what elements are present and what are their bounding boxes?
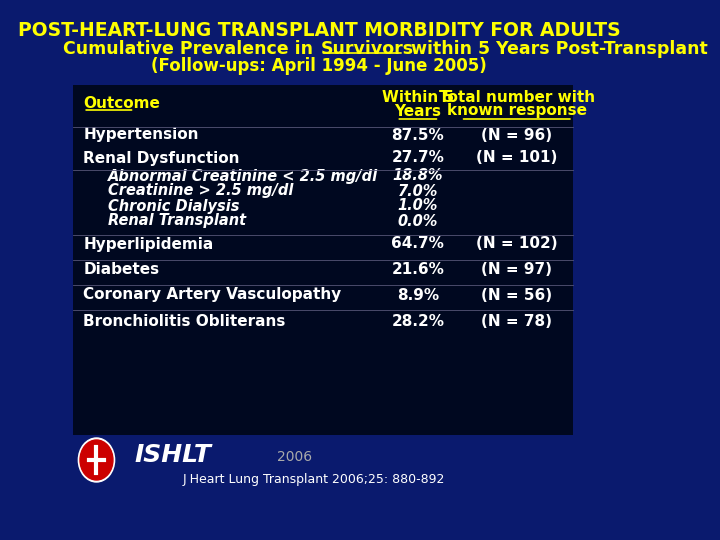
Text: Years: Years	[395, 104, 441, 118]
Text: (N = 78): (N = 78)	[481, 314, 552, 329]
Text: Hyperlipidemia: Hyperlipidemia	[84, 237, 214, 252]
Text: 21.6%: 21.6%	[392, 262, 444, 278]
Circle shape	[80, 440, 113, 480]
Text: POST-HEART-LUNG TRANSPLANT MORBIDITY FOR ADULTS: POST-HEART-LUNG TRANSPLANT MORBIDITY FOR…	[18, 21, 621, 39]
Text: (N = 97): (N = 97)	[481, 262, 552, 278]
Text: Survivors: Survivors	[320, 40, 414, 58]
Text: within 5 Years Post-Transplant: within 5 Years Post-Transplant	[405, 40, 708, 58]
Text: 27.7%: 27.7%	[392, 151, 444, 165]
Text: (N = 101): (N = 101)	[476, 151, 557, 165]
Text: 18.8%: 18.8%	[392, 168, 443, 184]
Text: (N = 102): (N = 102)	[476, 237, 557, 252]
Text: Renal Dysfunction: Renal Dysfunction	[84, 151, 240, 165]
Text: Bronchiolitis Obliterans: Bronchiolitis Obliterans	[84, 314, 286, 329]
Text: J Heart Lung Transplant 2006;25: 880-892: J Heart Lung Transplant 2006;25: 880-892	[183, 472, 446, 485]
Text: 0.0%: 0.0%	[397, 213, 438, 228]
Text: 8.9%: 8.9%	[397, 287, 439, 302]
Text: ISHLT: ISHLT	[135, 443, 211, 467]
FancyBboxPatch shape	[73, 85, 573, 435]
Text: Coronary Artery Vasculopathy: Coronary Artery Vasculopathy	[84, 287, 341, 302]
Text: Within 5: Within 5	[382, 90, 454, 105]
Text: (N = 96): (N = 96)	[481, 127, 552, 143]
Text: Renal Transplant: Renal Transplant	[108, 213, 246, 228]
Text: (Follow-ups: April 1994 - June 2005): (Follow-ups: April 1994 - June 2005)	[151, 57, 487, 75]
Text: 2006: 2006	[276, 450, 312, 464]
Text: Chronic Dialysis: Chronic Dialysis	[108, 199, 240, 213]
Text: 1.0%: 1.0%	[397, 199, 438, 213]
Text: Abnormal Creatinine < 2.5 mg/dl: Abnormal Creatinine < 2.5 mg/dl	[108, 168, 378, 184]
Text: 87.5%: 87.5%	[392, 127, 444, 143]
Circle shape	[78, 438, 114, 482]
Text: Creatinine > 2.5 mg/dl: Creatinine > 2.5 mg/dl	[108, 184, 293, 199]
Text: 64.7%: 64.7%	[392, 237, 444, 252]
Text: (N = 56): (N = 56)	[481, 287, 552, 302]
Text: Outcome: Outcome	[84, 96, 160, 111]
Text: 7.0%: 7.0%	[397, 184, 438, 199]
Text: Diabetes: Diabetes	[84, 262, 159, 278]
Text: known response: known response	[447, 104, 587, 118]
Text: 28.2%: 28.2%	[392, 314, 444, 329]
Text: Total number with: Total number with	[438, 90, 595, 105]
Text: Cumulative Prevalence in: Cumulative Prevalence in	[63, 40, 319, 58]
Text: Hypertension: Hypertension	[84, 127, 199, 143]
